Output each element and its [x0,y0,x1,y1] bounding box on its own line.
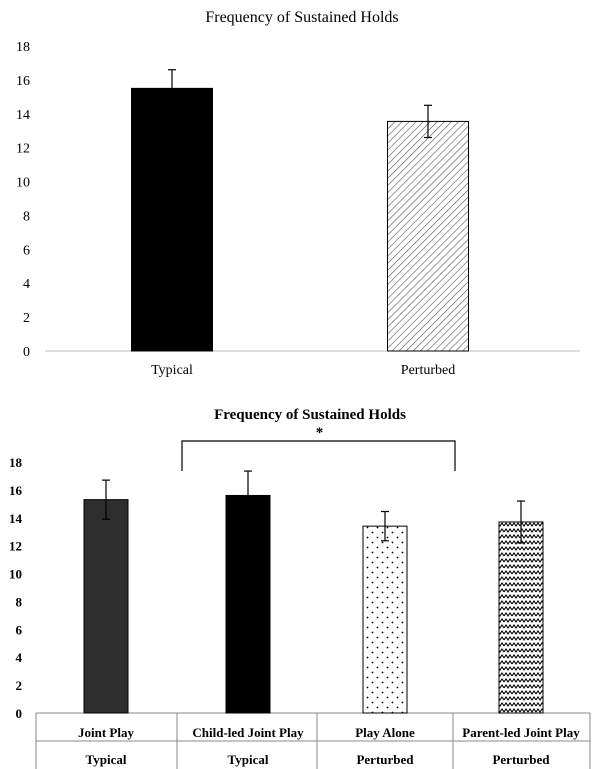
x-tick-label: Parent-led Joint Play [462,725,580,740]
y-tick-label: 18 [16,40,30,55]
significance-bracket: * [181,425,456,471]
y-tick-label: 12 [16,142,30,157]
bar [131,87,213,352]
bar [225,494,271,714]
chart-2-y-axis: 0 2 4 6 8 10 12 14 16 18 [9,455,23,721]
y-tick-label: 2 [23,311,30,326]
y-tick-label: 6 [23,243,30,258]
chart-1: Frequency of Sustained Holds 0 2 4 6 8 10 12 14… [16,9,580,378]
x-tick-label: Perturbed [401,363,455,378]
y-tick-label: 8 [23,209,30,224]
chart-2: Frequency of Sustained Holds * 0 2 4 6 8 10 12… [9,407,591,769]
x-group-label: Typical [228,752,269,767]
bar [83,499,129,714]
chart-1-x-axis: Typical Perturbed [151,363,455,378]
y-tick-label: 16 [9,483,23,498]
x-tick-label: Child-led Joint Play [192,725,304,740]
y-tick-label: 14 [9,511,23,526]
significance-marker: * [316,425,324,441]
y-tick-label: 0 [23,345,30,360]
y-tick-label: 10 [9,567,22,582]
x-group-label: Perturbed [492,752,550,767]
chart-2-x-axis: Joint Play Typical Child-led Joint Play Typ… [78,725,580,767]
x-tick-label: Play Alone [355,725,415,740]
chart-1-title: Frequency of Sustained Holds [205,9,398,26]
bar [387,120,469,352]
y-tick-label: 14 [16,108,30,123]
x-group-label: Perturbed [356,752,414,767]
chart-2-title: Frequency of Sustained Holds [214,407,406,423]
y-tick-label: 2 [16,678,23,693]
chart-1-bars [131,69,469,352]
x-tick-label: Typical [151,363,193,378]
y-tick-label: 6 [16,622,23,637]
bar [362,525,408,714]
y-tick-label: 8 [16,594,23,609]
y-tick-label: 4 [23,277,30,292]
y-tick-label: 10 [16,176,30,191]
y-tick-label: 0 [16,706,23,721]
chart-2-bars [83,470,544,714]
y-tick-label: 4 [16,650,23,665]
y-tick-label: 16 [16,74,30,89]
bar [498,521,544,714]
y-tick-label: 12 [9,539,22,554]
significance-bracket-line [181,440,456,471]
x-tick-label: Joint Play [78,725,134,740]
x-group-label: Typical [86,752,127,767]
y-tick-label: 18 [9,455,23,470]
chart-1-y-axis: 0 2 4 6 8 10 12 14 16 18 [16,40,30,360]
